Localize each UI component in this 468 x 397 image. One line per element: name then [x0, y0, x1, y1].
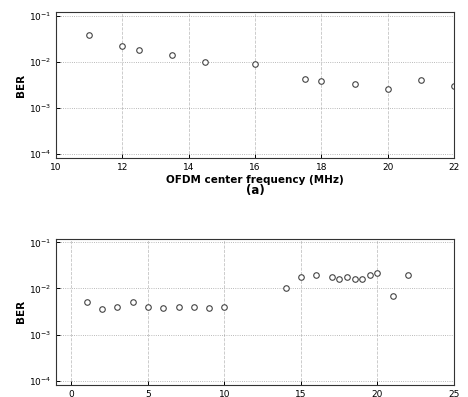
Y-axis label: BER: BER	[16, 301, 26, 324]
Text: (a): (a)	[246, 184, 264, 197]
Y-axis label: BER: BER	[16, 73, 26, 96]
X-axis label: OFDM center frequency (MHz): OFDM center frequency (MHz)	[166, 175, 344, 185]
